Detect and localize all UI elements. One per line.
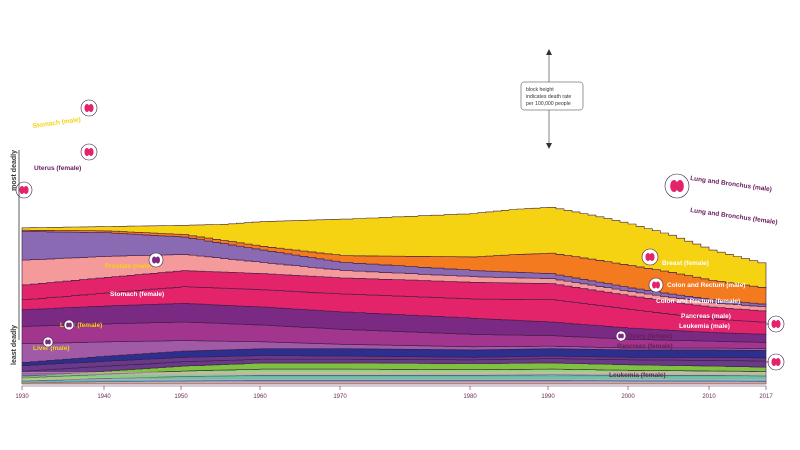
x-tick-label-1950: 1950 — [174, 394, 188, 400]
series-label-ovary-female: Ovary (female) — [627, 333, 672, 340]
uterus-icon — [80, 143, 98, 161]
series-label-leukemia-female: Leukemia (female) — [609, 372, 666, 379]
band-lung-and-bronchus-male — [21, 207, 767, 289]
series-label-liver-male: Liver (male) — [33, 345, 70, 352]
minor-band — [22, 377, 766, 379]
stomach-icon — [15, 181, 33, 199]
lungs-icon — [664, 173, 690, 199]
x-tick-label-1960: 1960 — [253, 394, 267, 400]
x-tick-label-2017: 2017 — [759, 394, 773, 400]
series-label-uterus-female: Uterus (female) — [34, 165, 81, 172]
annotation-callout: block height indicates death rate per 10… — [520, 49, 584, 149]
series-label-pancreas-female: Pancreas (female) — [617, 343, 673, 350]
x-tick-label-1940: 1940 — [97, 394, 111, 400]
annotation-arrow-top — [546, 49, 552, 55]
series-label-leukemia-male: Leukemia (male) — [679, 323, 730, 330]
x-tick-label-2000: 2000 — [621, 394, 635, 400]
liver-icon — [63, 319, 75, 331]
x-tick-label-1930: 1930 — [15, 394, 29, 400]
x-tick-label-1970: 1970 — [333, 394, 347, 400]
series-label-pancreas-male: Pancreas (male) — [681, 313, 731, 320]
breast-icon — [641, 248, 659, 266]
ovary-icon — [615, 330, 627, 342]
series-label-lung-and-bronchus-male: Lung and Bronchus (male) — [690, 175, 773, 193]
annotation-arrow-bottom — [546, 143, 552, 149]
x-tick-label-1990: 1990 — [541, 394, 555, 400]
icon-layer — [15, 99, 785, 371]
minor-band — [22, 382, 766, 384]
annotation-line-3: per 100,000 people — [526, 101, 571, 107]
minor-band — [22, 372, 766, 374]
series-label-stomach-female: Stomach (female) — [110, 291, 164, 298]
annotation-line-1: block height — [526, 87, 554, 93]
prostate-icon — [148, 252, 164, 268]
x-tick-label-1980: 1980 — [463, 394, 477, 400]
x-tick-label-2010: 2010 — [702, 394, 716, 400]
stomach-icon — [80, 99, 98, 117]
colon-icon — [648, 277, 664, 293]
overlay-layer — [22, 372, 766, 384]
series-label-colon-and-rectum-female: Colon and Rectum (female) — [656, 298, 740, 305]
series-label-breast-female: Breast (female) — [662, 260, 709, 267]
y-axis-label-bottom: least deadly — [11, 325, 18, 365]
series-label-colon-and-rectum-male: Colon and Rectum (male) — [667, 282, 745, 289]
x-tick-layer: 1930 1940 1950 1960 1970 1980 1990 2000 2010 2017 — [15, 386, 773, 400]
series-label-prostate-male: Prostate (male) — [105, 263, 152, 270]
minor-band — [22, 373, 766, 376]
minor-band — [22, 375, 766, 377]
annotation-box — [520, 81, 584, 111]
pancreas-side-icon — [767, 353, 785, 371]
annotation-line-2: indicates death rate — [526, 94, 571, 100]
liver-icon — [42, 336, 54, 348]
y-axis-label-top: most deadly — [11, 150, 18, 191]
series-label-lung-and-bronchus-female: Lung and Bronchus (female) — [690, 207, 778, 226]
liver-side-icon — [767, 315, 785, 333]
minor-band — [22, 380, 766, 382]
minor-band — [22, 378, 766, 381]
series-label-liver-female: Liver (female) — [60, 322, 102, 329]
series-label-stomach-male: Stomach (male) — [32, 116, 81, 130]
